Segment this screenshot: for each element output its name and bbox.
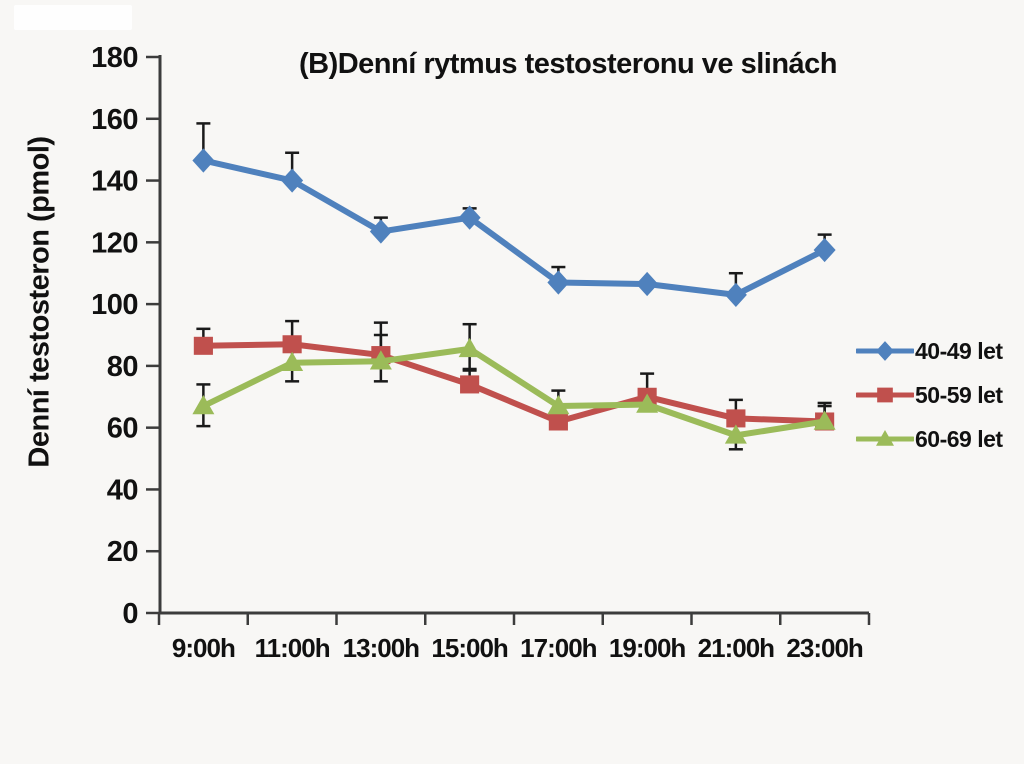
marker-square — [726, 409, 746, 428]
marker-triangle — [369, 350, 392, 370]
marker-diamond — [281, 168, 304, 193]
marker-triangle — [724, 424, 747, 444]
marker-triangle — [636, 393, 659, 413]
y-tick-label: 20 — [107, 536, 138, 568]
marker-diamond — [547, 270, 570, 295]
marker-diamond — [192, 148, 215, 173]
chart-title: (B)Denní rytmus testosteronu ve slinách — [298, 48, 838, 80]
legend-label: 50-59 let — [915, 381, 1003, 408]
marker-triangle — [458, 337, 481, 358]
legend-label: 60-69 let — [915, 425, 1003, 452]
legend-marker-square — [877, 387, 893, 403]
legend-item-50-59: 50-59 let — [856, 382, 1022, 408]
y-tick-label: 160 — [91, 104, 138, 136]
x-tick-label: 21:00h — [698, 633, 774, 663]
y-tick-label: 80 — [107, 351, 138, 383]
series-line-40-49-let — [200, 157, 828, 298]
legend-swatch-triangle-icon — [856, 430, 914, 446]
marker-triangle — [547, 395, 570, 415]
x-tick-label: 11:00h — [255, 633, 330, 663]
y-tick-label: 60 — [107, 413, 138, 445]
marker-diamond — [813, 237, 836, 263]
legend-item-60-69: 60-69 let — [856, 426, 1022, 452]
legend-item-40-49: 40-49 let — [856, 338, 1022, 364]
y-tick-label: 40 — [107, 474, 138, 506]
marker-diamond — [724, 282, 747, 307]
corner-artifact-box — [14, 5, 132, 30]
series-line-60-69-let — [200, 345, 828, 439]
legend-label: 40-49 let — [915, 337, 1003, 364]
marker-square — [460, 375, 480, 394]
y-tick-label: 120 — [91, 227, 138, 259]
legend-marker-triangle — [876, 430, 894, 446]
marker-diamond — [369, 219, 392, 244]
marker-triangle — [813, 410, 836, 430]
x-tick-label: 9:00h — [172, 633, 235, 663]
y-tick-label: 180 — [91, 42, 138, 74]
y-tick-label: 0 — [122, 598, 138, 630]
y-tick-label: 100 — [91, 289, 138, 321]
legend-marker-diamond — [876, 341, 894, 361]
marker-triangle — [281, 351, 304, 372]
marker-square — [282, 335, 302, 354]
marker-diamond — [458, 205, 481, 230]
y-tick-label: 140 — [91, 166, 138, 198]
marker-diamond — [636, 271, 659, 297]
x-tick-label: 23:00h — [786, 633, 862, 663]
legend: 40-49 let 50-59 let 60-69 let — [856, 338, 1022, 452]
marker-square — [193, 336, 213, 355]
x-tick-label: 19:00h — [609, 633, 685, 663]
x-tick-label: 17:00h — [520, 633, 596, 663]
series-line-50-59-let — [200, 341, 828, 425]
marker-square — [548, 412, 568, 431]
marker-triangle — [192, 395, 215, 415]
legend-swatch-square-icon — [856, 387, 914, 403]
x-tick-label: 15:00h — [431, 633, 507, 663]
x-tick-label: 13:00h — [343, 633, 419, 663]
legend-swatch-diamond-icon — [856, 341, 914, 361]
